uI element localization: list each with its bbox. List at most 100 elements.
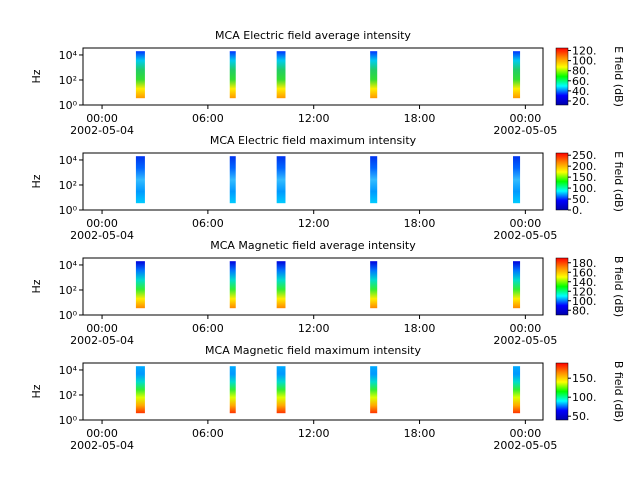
burst	[135, 261, 145, 309]
colorbar-label: B field (dB)	[612, 256, 625, 317]
colorbar	[555, 257, 569, 316]
y-tick-label: 10²	[59, 284, 77, 297]
colorbar-tick-label: 140.	[572, 276, 597, 289]
colorbar-tick-label: 20.	[572, 95, 590, 108]
x-tick-label: 18:00	[404, 427, 436, 440]
colorbar-label: E field (dB)	[612, 151, 625, 212]
burst	[276, 51, 286, 99]
axes-frame	[82, 47, 544, 106]
burst	[370, 366, 378, 414]
burst	[370, 51, 378, 99]
y-tick-label: 10⁰	[59, 309, 78, 322]
x-tick-label: 18:00	[404, 217, 436, 230]
burst	[513, 51, 521, 99]
colorbar-tick-label: 250.	[572, 149, 597, 162]
x-tick-label: 00:00	[510, 322, 542, 335]
colorbar-tick-label: 80.	[572, 304, 590, 317]
axes-frame	[82, 257, 544, 316]
axes-frame	[82, 362, 544, 421]
colorbar-tick-label: 100.	[572, 391, 597, 404]
burst	[276, 366, 286, 414]
x-tick-label: 00:00	[510, 217, 542, 230]
colorbar	[555, 47, 569, 106]
y-tick-label: 10⁰	[59, 414, 78, 427]
y-tick-label: 10⁴	[59, 364, 78, 377]
date-label: 2002-05-04	[70, 229, 134, 242]
colorbar-label: E field (dB)	[612, 46, 625, 107]
burst	[370, 156, 378, 204]
x-tick-label: 12:00	[298, 322, 330, 335]
y-axis-label: Hz	[30, 279, 43, 293]
date-label: 2002-05-05	[493, 439, 557, 452]
y-tick-label: 10⁰	[59, 204, 78, 217]
burst	[229, 261, 236, 309]
colorbar-tick-label: 50.	[572, 193, 590, 206]
colorbar-tick-label: 100.	[572, 295, 597, 308]
colorbar-tick-label: 80.	[572, 65, 590, 78]
x-tick-label: 06:00	[192, 217, 224, 230]
colorbar-tick-label: 100.	[572, 182, 597, 195]
x-tick-label: 00:00	[86, 112, 118, 125]
y-axis-label: Hz	[30, 384, 43, 398]
y-tick-label: 10⁰	[59, 99, 78, 112]
panel-title: MCA Magnetic field average intensity	[210, 239, 416, 252]
colorbar-tick-label: 60.	[572, 75, 590, 88]
panel-title: MCA Electric field average intensity	[215, 29, 411, 42]
panel-title: MCA Electric field maximum intensity	[210, 134, 417, 147]
burst	[276, 261, 286, 309]
x-tick-label: 18:00	[404, 112, 436, 125]
date-label: 2002-05-04	[70, 334, 134, 347]
axes-frame	[82, 152, 544, 211]
panel-title: MCA Magnetic field maximum intensity	[205, 344, 421, 357]
colorbar	[555, 362, 569, 421]
colorbar-tick-label: 40.	[572, 85, 590, 98]
colorbar-tick-label: 180.	[572, 257, 597, 270]
x-tick-label: 12:00	[298, 112, 330, 125]
colorbar-tick-label: 150.	[572, 171, 597, 184]
y-tick-label: 10²	[59, 389, 77, 402]
x-tick-label: 12:00	[298, 427, 330, 440]
y-tick-label: 10⁴	[59, 259, 78, 272]
date-label: 2002-05-05	[493, 124, 557, 137]
burst	[513, 261, 521, 309]
y-tick-label: 10⁴	[59, 49, 78, 62]
date-label: 2002-05-04	[70, 124, 134, 137]
x-tick-label: 06:00	[192, 322, 224, 335]
colorbar-label: B field (dB)	[612, 361, 625, 422]
colorbar-tick-label: 0.	[572, 204, 583, 217]
date-label: 2002-05-05	[493, 334, 557, 347]
y-axis-label: Hz	[30, 69, 43, 83]
colorbar-tick-label: 120.	[572, 285, 597, 298]
x-tick-label: 06:00	[192, 112, 224, 125]
x-tick-label: 00:00	[86, 427, 118, 440]
burst	[135, 156, 145, 204]
burst	[513, 156, 521, 204]
date-label: 2002-05-04	[70, 439, 134, 452]
x-tick-label: 06:00	[192, 427, 224, 440]
burst	[229, 156, 236, 204]
colorbar-tick-label: 100.	[572, 55, 597, 68]
burst	[370, 261, 378, 309]
burst	[513, 366, 521, 414]
burst	[229, 366, 236, 414]
burst	[135, 366, 145, 414]
date-label: 2002-05-05	[493, 229, 557, 242]
x-tick-label: 00:00	[86, 217, 118, 230]
y-tick-label: 10²	[59, 74, 77, 87]
colorbar	[555, 152, 569, 211]
burst	[229, 51, 236, 99]
y-tick-label: 10²	[59, 179, 77, 192]
colorbar-tick-label: 50.	[572, 410, 590, 423]
y-tick-label: 10⁴	[59, 154, 78, 167]
y-axis-label: Hz	[30, 174, 43, 188]
colorbar-tick-label: 150.	[572, 372, 597, 385]
x-tick-label: 00:00	[510, 427, 542, 440]
x-tick-label: 00:00	[510, 112, 542, 125]
colorbar-tick-label: 160.	[572, 266, 597, 279]
burst	[135, 51, 145, 99]
x-tick-label: 18:00	[404, 322, 436, 335]
x-tick-label: 12:00	[298, 217, 330, 230]
colorbar-tick-label: 120.	[572, 45, 597, 58]
colorbar-tick-label: 200.	[572, 160, 597, 173]
